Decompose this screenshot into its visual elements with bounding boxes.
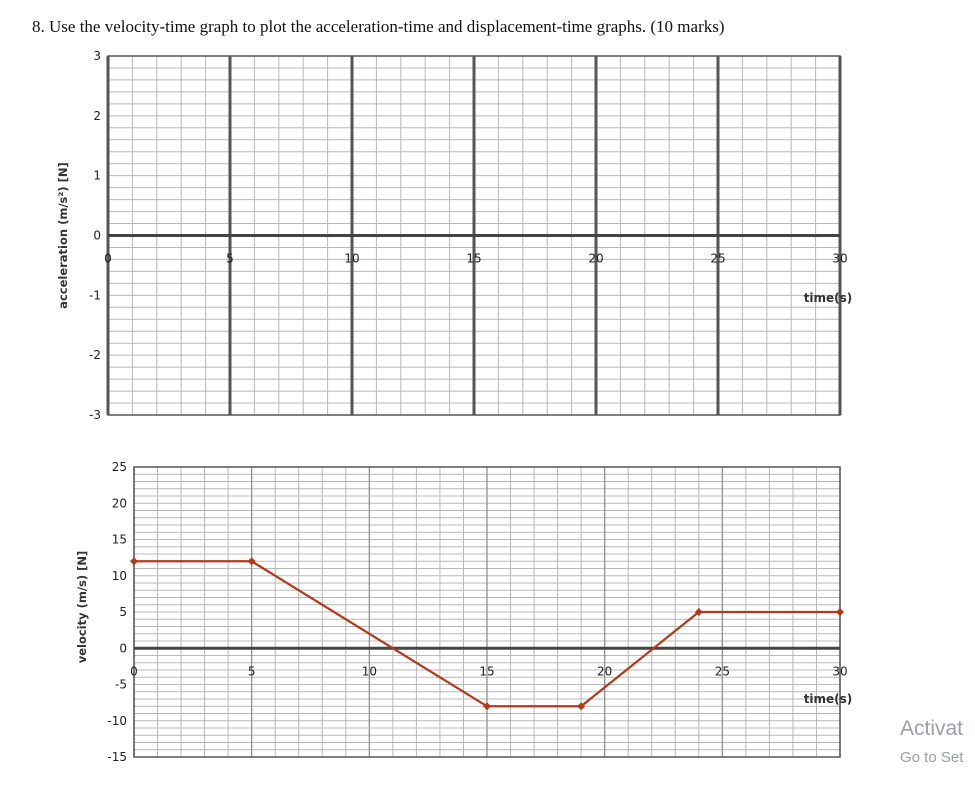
x-tick-label: 20 <box>597 664 612 678</box>
y-tick-label: 15 <box>112 533 127 547</box>
x-tick-label: 0 <box>104 252 112 266</box>
x-tick-label: 10 <box>362 664 377 678</box>
x-tick-label: 0 <box>130 664 138 678</box>
y-tick-label: 3 <box>93 49 101 63</box>
y-axis-label: acceleration (m/s²) [N] <box>56 162 70 309</box>
x-tick-label: 25 <box>710 252 725 266</box>
y-tick-label: -2 <box>89 348 101 362</box>
y-tick-label: -3 <box>89 408 101 422</box>
velocity-series-line <box>134 560 840 708</box>
x-tick-label: 30 <box>832 252 847 266</box>
x-tick-label: 15 <box>466 252 481 266</box>
x-tick-label: 30 <box>832 664 847 678</box>
watermark-go-to-settings: Go to Set <box>900 749 964 766</box>
data-point-marker <box>694 608 703 616</box>
x-tick-label: 15 <box>479 664 494 678</box>
data-point-marker <box>577 702 586 711</box>
y-tick-label: 0 <box>93 229 101 243</box>
y-tick-label: 1 <box>93 169 101 183</box>
data-point-marker <box>836 608 844 616</box>
x-axis-label: time(s) <box>804 291 853 305</box>
y-tick-label: 2 <box>93 109 101 123</box>
x-tick-label: 5 <box>248 664 256 678</box>
x-tick-label: 20 <box>588 252 603 266</box>
y-tick-label: -5 <box>115 678 127 692</box>
y-tick-label: -15 <box>107 750 127 764</box>
question-text: 8. Use the velocity-time graph to plot t… <box>32 17 725 36</box>
y-tick-label: 20 <box>112 496 127 510</box>
y-tick-label: -1 <box>89 288 101 302</box>
x-tick-label: 5 <box>226 252 234 266</box>
data-point-marker <box>247 557 256 566</box>
data-point-marker <box>130 557 138 566</box>
x-axis-label: time(s) <box>804 692 853 706</box>
x-tick-label: 25 <box>715 664 730 678</box>
y-axis-label: velocity (m/s) [N] <box>75 551 89 664</box>
y-tick-label: 25 <box>112 460 127 474</box>
y-tick-label: 5 <box>119 605 127 619</box>
data-point-marker <box>483 702 491 711</box>
y-tick-label: 0 <box>119 641 127 655</box>
x-tick-label: 10 <box>344 252 359 266</box>
y-tick-label: 10 <box>112 569 127 583</box>
watermark-activate: Activat <box>900 717 964 740</box>
y-tick-label: -10 <box>107 714 127 728</box>
